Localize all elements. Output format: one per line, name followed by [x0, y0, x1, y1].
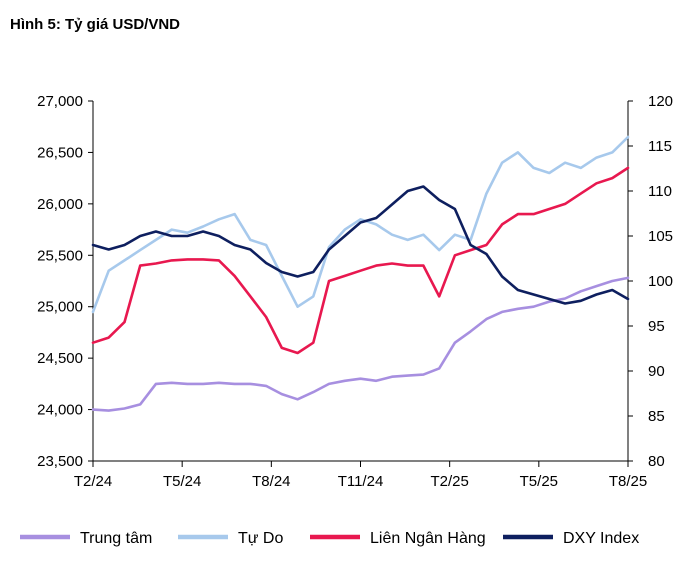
left-tick-label: 25,000	[37, 299, 83, 316]
left-tick-label: 24,000	[37, 402, 83, 419]
x-tick-label: T8/24	[252, 473, 290, 490]
right-tick-label: 120	[648, 93, 673, 110]
left-tick-label: 26,500	[37, 144, 83, 161]
legend-label-1: Tự Do	[238, 530, 283, 547]
legend-label-2: Liên Ngân Hàng	[370, 530, 486, 547]
left-tick-label: 23,500	[37, 453, 83, 470]
x-tick-label: T5/25	[520, 473, 558, 490]
legend-label-0: Trung tâm	[80, 530, 152, 547]
right-tick-label: 85	[648, 408, 665, 425]
series-lines	[91, 135, 630, 412]
x-tick-label: T5/24	[163, 473, 201, 490]
series-line-3	[91, 185, 630, 305]
left-tick-label: 26,000	[37, 196, 83, 213]
x-tick-label: T2/25	[430, 473, 468, 490]
series-line-1	[91, 135, 630, 314]
left-tick-label: 24,500	[37, 350, 83, 367]
series-line-2	[91, 166, 630, 355]
chart-legend: Trung tâm Tự Do Liên Ngân Hàng DXY Index	[20, 530, 639, 547]
legend-label-3: DXY Index	[563, 530, 639, 547]
right-tick-label: 95	[648, 318, 665, 335]
x-tick-label: T8/25	[609, 473, 647, 490]
right-tick-label: 100	[648, 273, 673, 290]
right-tick-label: 105	[648, 228, 673, 245]
left-tick-label: 27,000	[37, 93, 83, 110]
right-tick-label: 80	[648, 453, 665, 470]
right-tick-label: 90	[648, 363, 665, 380]
chart-axes: 23,500 24,000 24,500 25,000 25,500 26,000 26,5…	[37, 93, 673, 490]
x-tick-label: T11/24	[338, 473, 384, 490]
right-tick-label: 110	[648, 183, 672, 200]
x-tick-label: T2/24	[74, 473, 112, 490]
series-line-0	[91, 276, 630, 412]
right-tick-label: 115	[648, 138, 672, 155]
left-tick-label: 25,500	[37, 247, 83, 264]
chart-title: Hình 5: Tỷ giá USD/VND	[10, 16, 181, 33]
